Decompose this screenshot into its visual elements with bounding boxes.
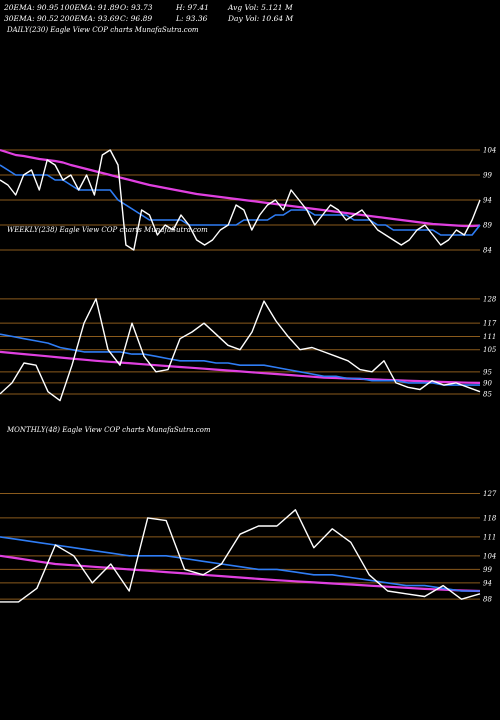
tick-label: 128 [483, 295, 497, 303]
tick-label: 99 [483, 172, 492, 180]
weekly-ema200-line [0, 350, 481, 384]
ema20-readout: 20EMA: 90.95 [4, 3, 59, 12]
tick-label: 127 [483, 490, 497, 498]
daily-ema200-line [0, 148, 481, 228]
high-readout: H: 97.41 [176, 3, 209, 12]
weekly-price-line [0, 298, 481, 402]
tick-label: 94 [483, 197, 492, 205]
daily-ema20-line [0, 164, 481, 236]
tick-label: 90 [483, 379, 492, 387]
open-readout: O: 93.73 [120, 3, 153, 12]
daily-chart: 104 99 94 89 84 [0, 147, 496, 255]
daily-panel-title: DAILY(230) Eagle View COP charts MunafaS… [7, 26, 199, 34]
tick-label: 84 [483, 247, 492, 255]
tick-label: 104 [483, 552, 496, 560]
tick-label: 104 [483, 147, 496, 155]
tick-label: 105 [483, 346, 497, 354]
weekly-ema20-line [0, 333, 480, 386]
avg-vol-readout: Avg Vol: 5.121 M [228, 3, 293, 12]
tick-label: 117 [483, 320, 497, 328]
tick-label: 89 [483, 222, 492, 230]
tick-label: 111 [483, 533, 496, 541]
tick-label: 94 [483, 579, 492, 587]
monthly-panel-title: MONTHLY(48) Eagle View COP charts Munafa… [7, 426, 211, 434]
ema30-readout: 30EMA: 90.52 [4, 14, 59, 23]
ema200-readout: 200EMA: 93.69 [60, 14, 120, 23]
ema100-readout: 100EMA: 91.89 [60, 3, 120, 12]
monthly-price-line [0, 509, 481, 603]
tick-label: 118 [483, 514, 497, 522]
weekly-chart: 128 117 111 105 95 90 85 [0, 295, 497, 402]
close-readout: C: 96.89 [120, 14, 153, 23]
tick-label: 88 [483, 596, 492, 604]
tick-label: 85 [483, 390, 492, 398]
tick-label: 99 [483, 566, 492, 574]
daily-price-line [0, 149, 481, 251]
tick-label: 111 [483, 333, 496, 341]
monthly-ema20-line [0, 536, 480, 592]
monthly-chart: 127 118 111 104 99 94 88 [0, 490, 497, 604]
weekly-panel-title: WEEKLY(238) Eagle View COP charts Munafa… [7, 226, 208, 234]
day-vol-readout: Day Vol: 10.64 M [228, 14, 294, 23]
low-readout: L: 93.36 [176, 14, 208, 23]
tick-label: 95 [483, 368, 492, 376]
